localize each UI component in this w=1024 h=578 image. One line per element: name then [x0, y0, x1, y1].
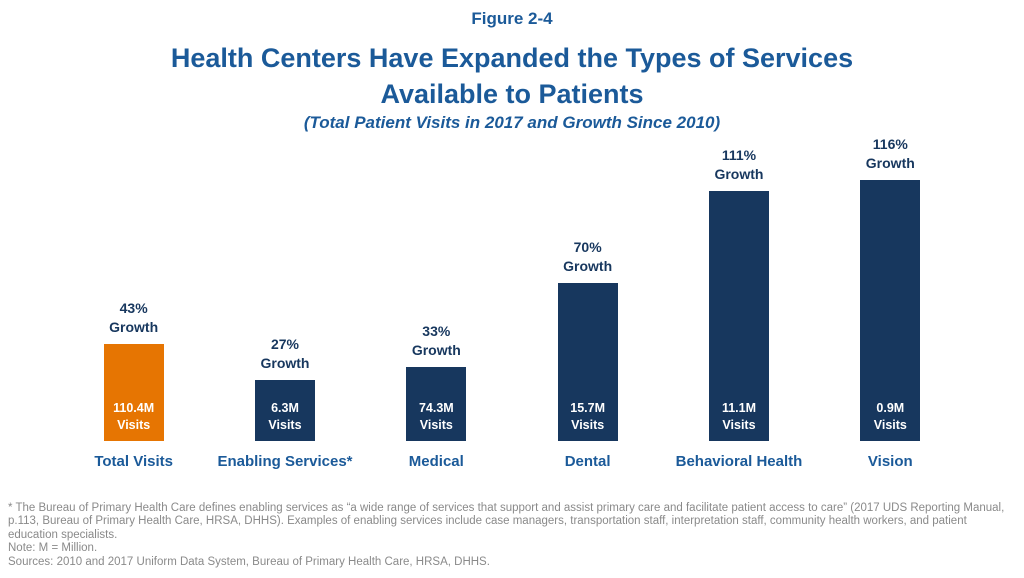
- footnotes: * The Bureau of Primary Health Care defi…: [8, 502, 1018, 570]
- category-label: Medical: [408, 453, 464, 470]
- bar-group-total-visits: 43% Growth 110.4M Visits Total Visits: [58, 299, 209, 483]
- growth-label: 43% Growth: [109, 300, 159, 335]
- category-label: Vision: [867, 453, 913, 470]
- bar-group-behavioral-health: 111% Growth 11.1M Visits Behavioral Heal…: [663, 146, 814, 483]
- bar-group-vision: 116% Growth 0.9M Visits Vision: [815, 135, 966, 483]
- growth-label: 33% Growth: [411, 323, 461, 358]
- chart-title: Health Centers Have Expanded the Types o…: [0, 40, 1024, 112]
- growth-label: 111% Growth: [714, 147, 764, 182]
- growth-label: 27% Growth: [260, 336, 310, 371]
- chart-subtitle: (Total Patient Visits in 2017 and Growth…: [303, 113, 721, 132]
- chart-title-line2: Available to Patients: [380, 79, 644, 109]
- bar-group-medical: 33% Growth 74.3M Visits Medical: [361, 322, 512, 483]
- visits-label: 0.9M Visits: [873, 401, 907, 432]
- category-label: Behavioral Health: [675, 453, 803, 470]
- visits-label: 110.4M Visits: [113, 401, 155, 432]
- footnote-asterisk: * The Bureau of Primary Health Care defi…: [8, 501, 1005, 541]
- bar-chart: 43% Growth 110.4M Visits Total Visits 27…: [0, 133, 1024, 483]
- visits-label: 15.7M Visits: [570, 401, 606, 432]
- bar: 0.9M Visits: [860, 180, 921, 441]
- bar: 110.4M Visits: [103, 344, 164, 441]
- figure-label: Figure 2-4: [471, 9, 553, 28]
- growth-label: 116% Growth: [865, 136, 915, 171]
- bar-group-dental: 70% Growth 15.7M Visits Dental: [512, 238, 663, 483]
- category-label: Enabling Services*: [217, 453, 353, 470]
- category-label: Dental: [564, 453, 611, 470]
- bar: 6.3M Visits: [254, 380, 315, 441]
- footnote-note: Note: M = Million.: [8, 542, 98, 554]
- bar-group-enabling-services: 27% Growth 6.3M Visits Enabling Services…: [209, 335, 360, 483]
- chart-title-line1: Health Centers Have Expanded the Types o…: [170, 43, 854, 73]
- bar: 15.7M Visits: [557, 283, 618, 441]
- visits-label: 6.3M Visits: [268, 401, 302, 432]
- footnote-sources: Sources: 2010 and 2017 Uniform Data Syst…: [8, 555, 490, 568]
- bar: 11.1M Visits: [708, 191, 769, 441]
- growth-label: 70% Growth: [563, 239, 613, 274]
- visits-label: 74.3M Visits: [418, 401, 454, 432]
- category-label: Total Visits: [94, 453, 173, 470]
- visits-label: 11.1M Visits: [721, 401, 756, 432]
- bar: 74.3M Visits: [406, 367, 467, 441]
